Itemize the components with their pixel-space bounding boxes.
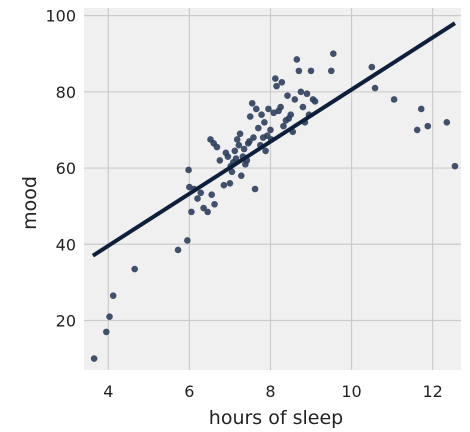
- scatter-point: [106, 313, 113, 320]
- y-tick-label: 20: [56, 311, 76, 330]
- scatter-point: [174, 246, 182, 254]
- scatter-point: [237, 172, 245, 179]
- scatter-point: [188, 208, 195, 216]
- y-tick-labels: 20 40 60 80 100: [45, 7, 76, 331]
- x-axis-title: hours of sleep: [209, 407, 343, 429]
- scatter-point: [443, 119, 451, 126]
- scatter-point: [236, 130, 244, 138]
- scatter-point: [213, 143, 221, 151]
- scatter-point: [251, 185, 259, 193]
- scatter-point: [277, 103, 284, 111]
- scatter-point: [208, 191, 215, 199]
- scatter-point: [424, 122, 432, 130]
- scatter-point: [417, 105, 425, 113]
- scatter-point: [90, 355, 98, 362]
- scatter-point: [102, 328, 110, 336]
- x-tick-label: 10: [341, 382, 361, 401]
- scatter-point: [303, 90, 311, 98]
- grid: [84, 8, 461, 370]
- x-tick-labels: 4 6 8 10 12: [103, 382, 443, 401]
- scatter-point: [272, 75, 279, 82]
- scatter-point: [246, 113, 254, 120]
- x-tick-label: 12: [422, 382, 442, 401]
- scatter-point: [197, 189, 205, 197]
- y-tick-label: 80: [56, 83, 76, 102]
- scatter-point: [267, 126, 274, 134]
- scatter-point: [287, 111, 295, 118]
- scatter-point: [240, 145, 248, 153]
- y-axis-title: mood: [19, 176, 41, 230]
- scatter-point: [252, 105, 260, 113]
- scatter-point: [250, 134, 257, 141]
- scatter-point: [311, 98, 319, 105]
- regression-line: [91, 21, 456, 258]
- scatter-point: [216, 157, 224, 164]
- scatter-point: [327, 67, 335, 75]
- x-tick-label: 4: [103, 382, 113, 401]
- scatter-point: [368, 63, 376, 71]
- scatter-point: [299, 103, 307, 111]
- scatter-point: [293, 56, 301, 63]
- scatter-point: [109, 292, 117, 299]
- scatter-point: [451, 162, 459, 170]
- scatter-point: [278, 79, 286, 86]
- y-tick-label: 60: [56, 159, 76, 178]
- scatter-point: [232, 155, 240, 162]
- scatter-point: [194, 195, 201, 202]
- scatter-point: [307, 67, 315, 75]
- scatter-point: [184, 237, 191, 244]
- scatter-point: [390, 96, 398, 103]
- scatter-point: [371, 84, 379, 92]
- scatter-point: [265, 105, 272, 113]
- scatter-point: [131, 265, 138, 273]
- scatter-point: [248, 99, 256, 107]
- scatter-point: [280, 122, 287, 130]
- scatter-point: [220, 181, 228, 189]
- scatter-point: [228, 168, 236, 176]
- scatter-point: [291, 96, 299, 103]
- scatter-point: [295, 67, 303, 75]
- scatter-point: [185, 166, 192, 174]
- scatter-point: [235, 141, 243, 149]
- scatter-point: [226, 179, 234, 187]
- scatter-point: [211, 200, 218, 208]
- scatter-point: [224, 153, 232, 160]
- scatter-point: [413, 126, 421, 134]
- scatter-point: [261, 119, 268, 126]
- scatter-point: [262, 147, 269, 155]
- scatter-point: [231, 147, 239, 155]
- scatter-point: [255, 124, 262, 132]
- scatter-point: [284, 92, 291, 99]
- plot-area: [84, 8, 461, 370]
- scatter-point: [330, 50, 337, 58]
- scatter-point: [233, 136, 241, 143]
- scatter-point: [258, 111, 265, 118]
- scatter-point: [204, 208, 211, 216]
- scatter-point: [273, 82, 280, 90]
- x-tick-label: 6: [184, 382, 194, 401]
- data-marks: [90, 21, 459, 362]
- y-tick-label: 40: [56, 235, 76, 254]
- scatter-point: [297, 88, 305, 96]
- y-tick-label: 100: [45, 7, 76, 26]
- x-tick-label: 8: [265, 382, 275, 401]
